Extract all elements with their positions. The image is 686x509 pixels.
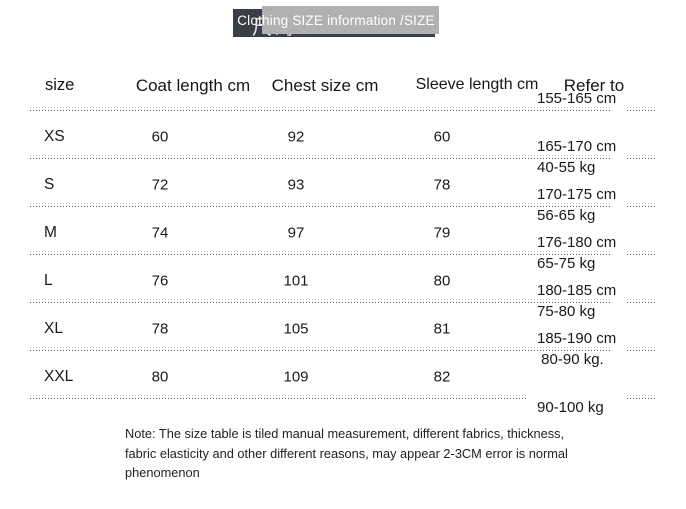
table-row: XL 78 105 81 180-185 cm 80-90 kg. [0,282,686,368]
refer-to-value: 176-180 cm 75-80 kg [537,185,616,369]
table-row: S 72 93 78 165-170 cm 56-65 kg [0,138,686,224]
refer-height-range: 170-175 cm [537,186,617,203]
refer-weight-range: 80-90 kg. [537,351,604,368]
sleeve-length-value: 80 [433,272,451,290]
refer-height-range: 155-165 cm [537,90,617,107]
column-header-sleeve: Sleeve length cm [415,76,539,93]
size-label: XL [44,320,63,337]
row-separator [30,203,610,207]
refer-to-value: 165-170 cm 56-65 kg [537,89,616,273]
size-label: XXL [44,368,74,385]
measurement-note: Note: The size table is tiled manual mea… [125,424,568,483]
row-separator [30,395,528,399]
refer-weight-range: 75-80 kg [537,303,596,320]
row-separator-stub [627,155,656,159]
chest-size-value: 101 [283,272,309,290]
coat-length-value: 78 [151,320,169,338]
coat-length-value: 72 [151,176,169,194]
size-label: L [44,272,53,289]
note-line: Note: The size table is tiled manual mea… [125,426,565,441]
sleeve-length-value: 81 [433,320,451,338]
refer-height-range: 180-185 cm [537,282,617,299]
table-row: L 76 101 80 176-180 cm 75-80 kg [0,234,686,320]
refer-height-range: 176-180 cm [537,234,617,251]
sleeve-length-value: 79 [433,224,451,242]
refer-weight-range: 65-75 kg [537,255,596,272]
chest-size-value: 105 [283,320,309,338]
refer-weight-range: 40-55 kg [537,159,596,176]
table-row: XXL 80 109 82 185-190 cm 90-100 kg [0,330,686,416]
note-line: phenomenon [125,465,200,480]
row-separator-stub [627,395,656,399]
row-separator [30,347,610,351]
table-header-row: size Coat length cm Chest size cm Sleeve… [0,76,686,100]
banner-gray-box [262,6,439,34]
refer-height-range: 165-170 cm [537,138,617,155]
column-header-refer: Refer to [563,76,625,95]
column-header-size: size [45,76,75,94]
row-separator [30,107,610,111]
size-label: M [44,224,57,241]
chest-size-value: 97 [287,224,305,242]
row-separator-stub [627,251,656,255]
row-separator-stub [627,299,656,303]
row-separator [30,299,610,303]
column-header-coat: Coat length cm [135,76,251,95]
chest-size-value: 93 [287,176,305,194]
refer-height-range: 185-190 cm [537,330,617,347]
refer-weight-range: 90-100 kg [537,399,604,416]
note-line: fabric elasticity and other different re… [125,445,568,461]
table-row: M 74 97 79 170-175 cm 65-75 kg [0,186,686,272]
column-header-chest: Chest size cm [271,76,379,95]
refer-to-value: 155-165 cm 40-55 kg [537,41,616,225]
refer-to-value: 180-185 cm 80-90 kg. [537,233,616,417]
coat-length-value: 76 [151,272,169,290]
row-separator-stub [627,107,656,111]
chest-size-value: 109 [283,368,309,386]
chest-size-value: 92 [287,128,305,146]
refer-to-value: 185-190 cm 90-100 kg [537,281,616,465]
banner-title: Clothing SIZE information /SIZE [237,12,435,28]
size-label: XS [44,128,65,145]
sleeve-length-value: 78 [433,176,451,194]
refer-weight-range: 56-65 kg [537,207,596,224]
row-separator-stub [627,203,656,207]
sleeve-length-value: 82 [433,368,451,386]
refer-to-value: 170-175 cm 65-75 kg [537,137,616,321]
coat-length-value: 80 [151,368,169,386]
size-label: S [44,176,55,193]
coat-length-value: 60 [151,128,169,146]
sleeve-length-value: 60 [433,128,451,146]
table-row: XS 60 92 60 155-165 cm 40-55 kg [0,90,686,176]
row-separator [30,251,610,255]
row-separator [30,155,610,159]
row-separator-stub [627,347,656,351]
coat-length-value: 74 [151,224,169,242]
